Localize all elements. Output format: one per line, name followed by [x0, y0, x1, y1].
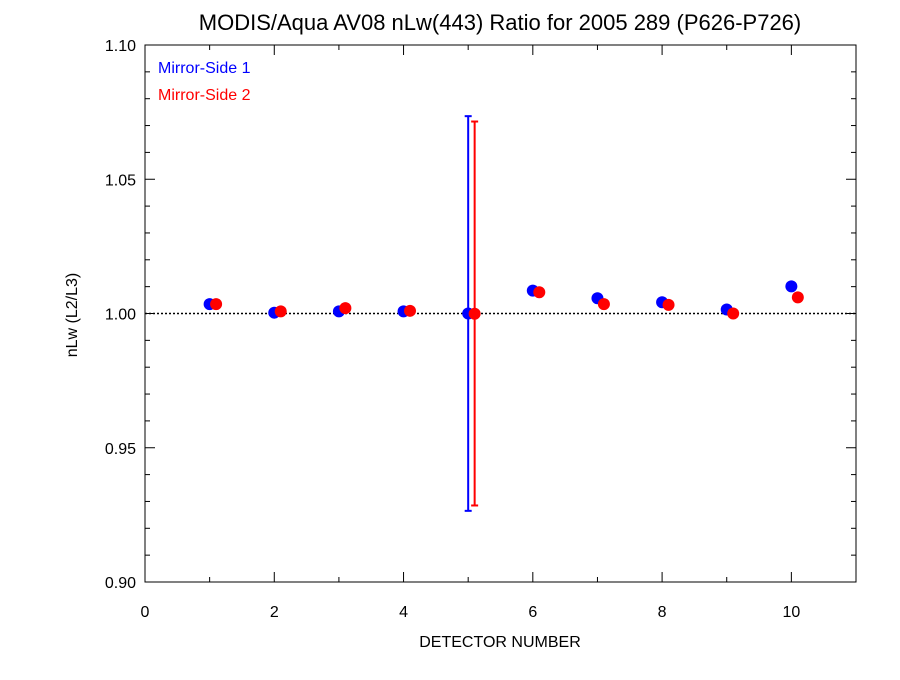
chart-title: MODIS/Aqua AV08 nLw(443) Ratio for 2005 … — [199, 10, 802, 35]
y-tick-label: 0.95 — [105, 441, 136, 458]
data-point-series-2 — [791, 291, 804, 304]
x-tick-label: 2 — [270, 604, 279, 621]
y-tick-label: 1.00 — [105, 307, 136, 324]
data-point-series-1 — [785, 280, 798, 293]
y-axis-label: nLw (L2/L3) — [64, 273, 81, 358]
y-tick-label: 1.10 — [105, 38, 136, 55]
legend-entry-series-1: Mirror-Side 1 — [158, 60, 251, 77]
data-point-series-2 — [662, 298, 675, 311]
x-tick-label: 8 — [658, 604, 667, 621]
data-point-series-2 — [597, 298, 610, 311]
data-point-series-2 — [274, 305, 287, 318]
x-tick-label: 4 — [399, 604, 408, 621]
x-axis-label: DETECTOR NUMBER — [419, 634, 581, 651]
x-tick-label: 6 — [528, 604, 537, 621]
legend: Mirror-Side 1 Mirror-Side 2 — [158, 60, 251, 104]
legend-entry-series-2: Mirror-Side 2 — [158, 87, 251, 104]
data-point-series-2 — [727, 307, 740, 320]
y-tick-label: 0.90 — [105, 575, 136, 592]
plot-area: 0 2 4 6 8 10 0.90 0.95 1.00 1.05 1.10 — [105, 38, 857, 621]
data-point-series-2 — [533, 286, 546, 299]
data-point-series-2 — [339, 302, 352, 315]
data-point-series-2 — [404, 304, 417, 317]
data-point-series-2 — [210, 298, 223, 311]
data-point-series-2 — [468, 307, 481, 320]
x-tick-label: 0 — [141, 604, 150, 621]
x-tick-label: 10 — [782, 604, 800, 621]
y-tick-label: 1.05 — [105, 172, 136, 189]
